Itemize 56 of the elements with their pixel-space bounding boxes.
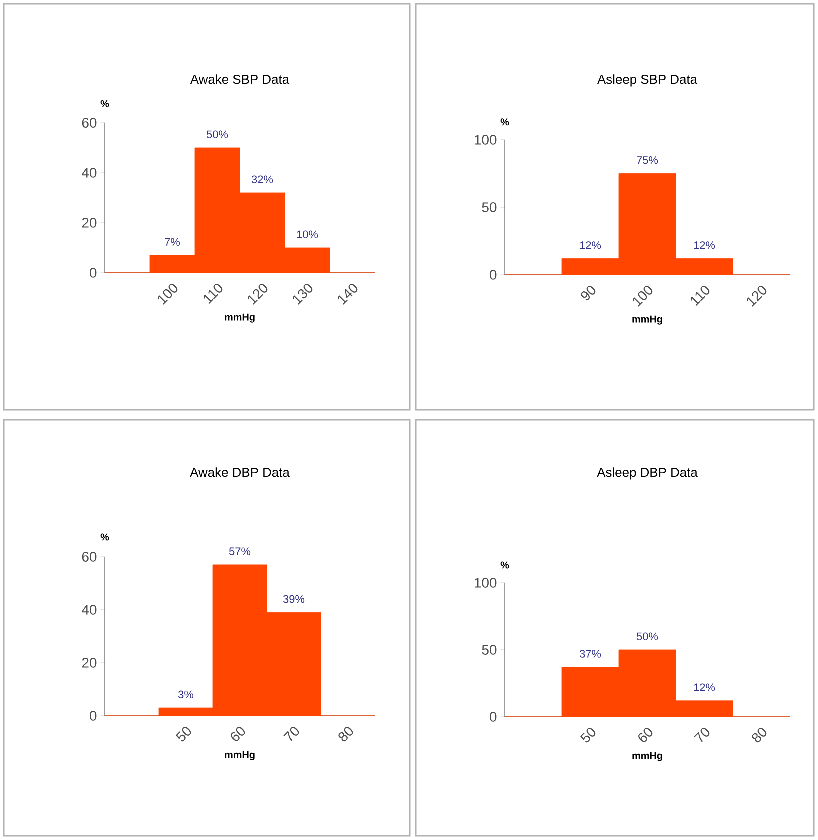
data-label: 12% (694, 684, 716, 692)
y-tick-label: 50 (482, 645, 497, 655)
y-axis-title: % (100, 100, 110, 108)
y-tick-label: 20 (82, 218, 97, 228)
y-tick-label: 40 (82, 605, 97, 615)
x-tick-label: 130 (293, 284, 313, 305)
x-tick-label: 60 (231, 727, 246, 742)
x-axis-title: mmHg (632, 316, 662, 325)
x-tick-label: 80 (752, 728, 767, 743)
y-axis-title: % (500, 118, 510, 126)
data-label: 7% (165, 238, 180, 246)
data-label: 12% (694, 242, 716, 250)
y-tick-label: 0 (90, 711, 97, 721)
data-label: 3% (178, 690, 194, 699)
x-tick-label: 70 (694, 728, 710, 742)
y-tick-label: 40 (82, 168, 97, 178)
x-tick-label: 80 (338, 727, 354, 742)
data-label: 12% (580, 242, 602, 250)
x-tick-label: 120 (747, 286, 767, 307)
data-label: 75% (637, 156, 658, 164)
data-label: 37% (580, 650, 602, 658)
x-axis-title: mmHg (225, 314, 255, 323)
y-tick-label: 100 (475, 135, 497, 145)
data-label: 32% (252, 176, 274, 184)
data-label: 50% (206, 130, 228, 138)
x-tick-label: 110 (204, 284, 223, 304)
data-label: 50% (636, 632, 658, 640)
chart-title: Awake SBP Data (190, 74, 290, 84)
x-tick-label: 140 (338, 284, 358, 305)
y-axis-title: % (500, 562, 510, 569)
y-axis-title: % (100, 534, 110, 541)
x-tick-label: 90 (581, 286, 596, 301)
x-tick-label: 60 (638, 728, 653, 742)
x-tick-label: 100 (158, 284, 178, 305)
y-tick-label: 20 (82, 658, 97, 668)
chart-title: Asleep DBP Data (597, 468, 698, 480)
y-tick-label: 0 (490, 712, 497, 722)
x-tick-label: 120 (248, 284, 268, 305)
x-tick-label: 110 (690, 286, 710, 306)
data-label: 57% (229, 548, 251, 556)
x-tick-label: 50 (176, 727, 192, 742)
x-axis-title: mmHg (225, 751, 255, 760)
x-axis-title: mmHg (632, 752, 662, 762)
y-tick-label: 0 (90, 268, 97, 278)
chart-title: Awake DBP Data (190, 468, 290, 478)
x-tick-label: 100 (633, 286, 653, 307)
x-tick-label: 50 (580, 728, 596, 743)
data-label: 10% (297, 230, 318, 238)
y-tick-label: 60 (82, 552, 97, 562)
y-tick-label: 60 (82, 118, 97, 128)
data-label: 39% (283, 595, 305, 604)
y-tick-label: 0 (490, 270, 497, 280)
y-tick-label: 50 (482, 202, 497, 212)
x-tick-label: 70 (284, 727, 300, 742)
y-tick-label: 100 (475, 578, 497, 588)
chart-title: Asleep SBP Data (598, 74, 698, 87)
